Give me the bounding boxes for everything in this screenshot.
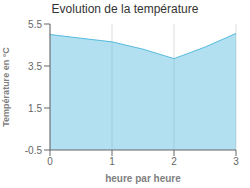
svg-text:0: 0 — [47, 156, 53, 167]
svg-text:3.5: 3.5 — [28, 61, 42, 72]
svg-text:heure par heure: heure par heure — [105, 173, 181, 184]
svg-text:2: 2 — [171, 156, 177, 167]
svg-text:1.5: 1.5 — [28, 103, 42, 114]
svg-text:3: 3 — [233, 156, 239, 167]
svg-text:-0.5: -0.5 — [25, 145, 43, 156]
svg-text:Température en °C: Température en °C — [8, 47, 11, 127]
html-text:Evolution de la température: Evolution de la température — [51, 2, 199, 16]
svg-text:1: 1 — [109, 156, 115, 167]
svg-text:5.5: 5.5 — [28, 19, 42, 30]
